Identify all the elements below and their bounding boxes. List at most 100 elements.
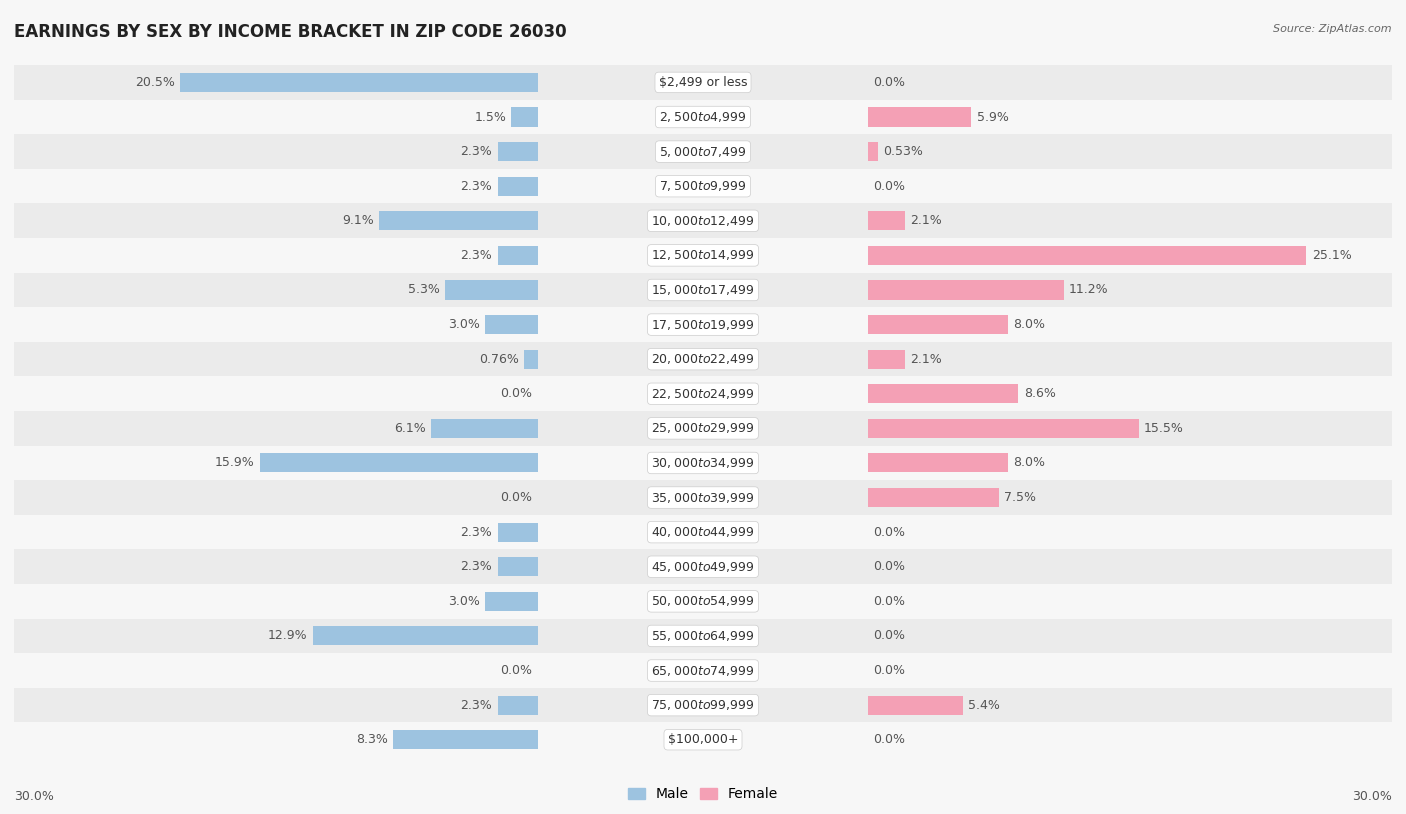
Bar — [537, 619, 869, 653]
Bar — [537, 307, 869, 342]
Bar — [537, 342, 869, 376]
Text: 0.0%: 0.0% — [501, 387, 533, 400]
Text: 30.0%: 30.0% — [14, 790, 53, 803]
Bar — [537, 376, 869, 411]
Bar — [537, 549, 869, 584]
Bar — [869, 488, 1000, 507]
Text: $20,000 to $22,499: $20,000 to $22,499 — [651, 352, 755, 366]
Text: 3.0%: 3.0% — [449, 318, 479, 331]
Bar — [485, 315, 537, 334]
Bar — [869, 342, 1392, 376]
Bar — [14, 445, 537, 480]
Text: 8.3%: 8.3% — [356, 733, 388, 746]
Bar — [498, 142, 537, 161]
Text: 3.0%: 3.0% — [449, 595, 479, 608]
Text: 2.3%: 2.3% — [461, 180, 492, 193]
Bar — [14, 514, 537, 549]
Bar — [537, 134, 869, 168]
Bar — [869, 107, 972, 126]
Bar — [180, 73, 537, 92]
Text: 0.0%: 0.0% — [873, 733, 905, 746]
Text: 1.5%: 1.5% — [474, 111, 506, 124]
Bar — [537, 204, 869, 238]
Text: 12.9%: 12.9% — [267, 629, 308, 642]
Bar — [498, 523, 537, 541]
Text: 20.5%: 20.5% — [135, 76, 174, 89]
Text: $100,000+: $100,000+ — [668, 733, 738, 746]
Bar — [14, 619, 537, 653]
Bar — [869, 142, 877, 161]
Text: Source: ZipAtlas.com: Source: ZipAtlas.com — [1274, 24, 1392, 34]
Bar — [869, 246, 1306, 265]
Text: $2,500 to $4,999: $2,500 to $4,999 — [659, 110, 747, 124]
Bar — [537, 65, 869, 99]
Text: 0.0%: 0.0% — [501, 664, 533, 677]
Text: 2.1%: 2.1% — [910, 214, 942, 227]
Bar — [869, 411, 1392, 445]
Text: 2.3%: 2.3% — [461, 560, 492, 573]
Text: 8.6%: 8.6% — [1024, 387, 1056, 400]
Text: 5.3%: 5.3% — [408, 283, 440, 296]
Bar — [14, 307, 537, 342]
Text: 0.0%: 0.0% — [873, 595, 905, 608]
Bar — [14, 168, 537, 204]
Bar — [392, 730, 537, 749]
Text: EARNINGS BY SEX BY INCOME BRACKET IN ZIP CODE 26030: EARNINGS BY SEX BY INCOME BRACKET IN ZIP… — [14, 23, 567, 41]
Text: 7.5%: 7.5% — [1004, 491, 1036, 504]
Bar — [14, 238, 537, 273]
Bar — [869, 453, 1008, 472]
Bar — [260, 453, 537, 472]
Text: 2.3%: 2.3% — [461, 698, 492, 711]
Bar — [537, 480, 869, 514]
Text: 0.0%: 0.0% — [501, 491, 533, 504]
Bar — [537, 723, 869, 757]
Bar — [537, 99, 869, 134]
Bar — [14, 411, 537, 445]
Bar — [869, 134, 1392, 168]
Bar — [869, 696, 963, 715]
Text: 2.3%: 2.3% — [461, 145, 492, 158]
Bar — [869, 315, 1008, 334]
Bar — [869, 480, 1392, 514]
Bar — [378, 212, 537, 230]
Text: $50,000 to $54,999: $50,000 to $54,999 — [651, 594, 755, 608]
Text: 6.1%: 6.1% — [394, 422, 426, 435]
Bar — [869, 350, 905, 369]
Bar — [14, 342, 537, 376]
Text: $5,000 to $7,499: $5,000 to $7,499 — [659, 145, 747, 159]
Bar — [869, 99, 1392, 134]
Bar — [869, 281, 1064, 300]
Text: 5.9%: 5.9% — [977, 111, 1008, 124]
Bar — [537, 584, 869, 619]
Bar — [14, 480, 537, 514]
Bar — [869, 619, 1392, 653]
Bar — [537, 168, 869, 204]
Text: $7,500 to $9,999: $7,500 to $9,999 — [659, 179, 747, 193]
Bar — [14, 204, 537, 238]
Bar — [869, 653, 1392, 688]
Bar — [14, 688, 537, 723]
Text: 15.5%: 15.5% — [1144, 422, 1184, 435]
Text: $12,500 to $14,999: $12,500 to $14,999 — [651, 248, 755, 262]
Bar — [14, 723, 537, 757]
Bar — [869, 688, 1392, 723]
Text: 0.0%: 0.0% — [873, 664, 905, 677]
Bar — [485, 592, 537, 610]
Text: $40,000 to $44,999: $40,000 to $44,999 — [651, 525, 755, 539]
Text: $10,000 to $12,499: $10,000 to $12,499 — [651, 214, 755, 228]
Text: 2.1%: 2.1% — [910, 352, 942, 365]
Text: 2.3%: 2.3% — [461, 249, 492, 262]
Bar — [869, 273, 1392, 307]
Bar — [498, 696, 537, 715]
Text: $35,000 to $39,999: $35,000 to $39,999 — [651, 491, 755, 505]
Bar — [869, 723, 1392, 757]
Bar — [869, 307, 1392, 342]
Text: 15.9%: 15.9% — [215, 457, 254, 470]
Text: 0.0%: 0.0% — [873, 526, 905, 539]
Text: 5.4%: 5.4% — [967, 698, 1000, 711]
Text: $55,000 to $64,999: $55,000 to $64,999 — [651, 629, 755, 643]
Bar — [869, 445, 1392, 480]
Text: $17,500 to $19,999: $17,500 to $19,999 — [651, 317, 755, 331]
Text: 0.53%: 0.53% — [883, 145, 922, 158]
Bar — [869, 549, 1392, 584]
